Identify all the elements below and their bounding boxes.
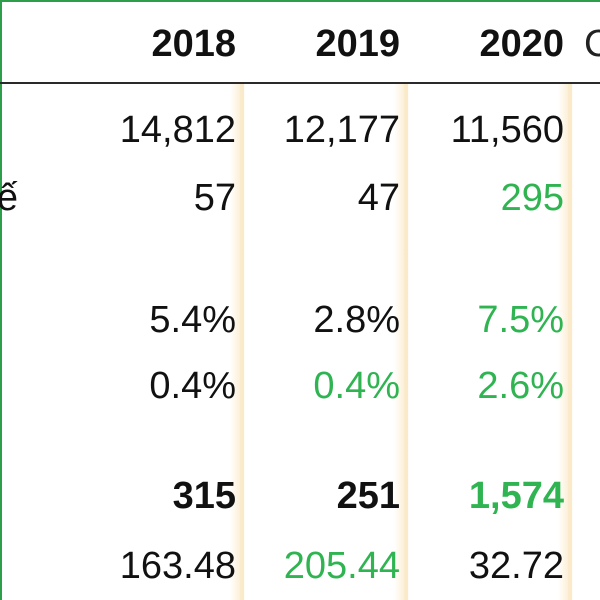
row-label-partial: ế <box>0 177 18 219</box>
table-top-border <box>0 0 600 2</box>
table-cell: 11,560 <box>450 109 564 151</box>
table-cell: 32.72 <box>468 545 564 587</box>
table-cell-highlight: 295 <box>500 177 564 219</box>
table-cell: 2.8% <box>313 299 400 341</box>
header-year-2018: 2018 <box>151 23 236 65</box>
table-left-border <box>0 0 2 600</box>
table-cell-highlight: 7.5% <box>477 299 564 341</box>
header-divider <box>0 82 600 84</box>
column-shade-2018-edge <box>240 84 246 600</box>
table-cell: 12,177 <box>283 109 400 151</box>
table-cell-bold-highlight: 1,574 <box>468 475 564 517</box>
table-cell: 163.48 <box>119 545 236 587</box>
table-cell-highlight: 205.44 <box>283 545 400 587</box>
table-cell: 5.4% <box>149 299 236 341</box>
column-shade-2019-edge <box>404 84 410 600</box>
table-cell: 47 <box>357 177 400 219</box>
table-cell-bold: 251 <box>336 475 400 517</box>
table-cell: 0.4% <box>149 365 236 407</box>
header-year-2019: 2019 <box>315 23 400 65</box>
header-next-column-partial: C <box>584 23 600 65</box>
table-cell-highlight: 2.6% <box>477 365 564 407</box>
table-cell-bold: 315 <box>172 475 236 517</box>
column-shade-2020-edge <box>568 84 574 600</box>
table-cell: 57 <box>193 177 236 219</box>
table-cell-highlight: 0.4% <box>313 365 400 407</box>
table-cell: 14,812 <box>119 109 236 151</box>
header-year-2020: 2020 <box>479 23 564 65</box>
